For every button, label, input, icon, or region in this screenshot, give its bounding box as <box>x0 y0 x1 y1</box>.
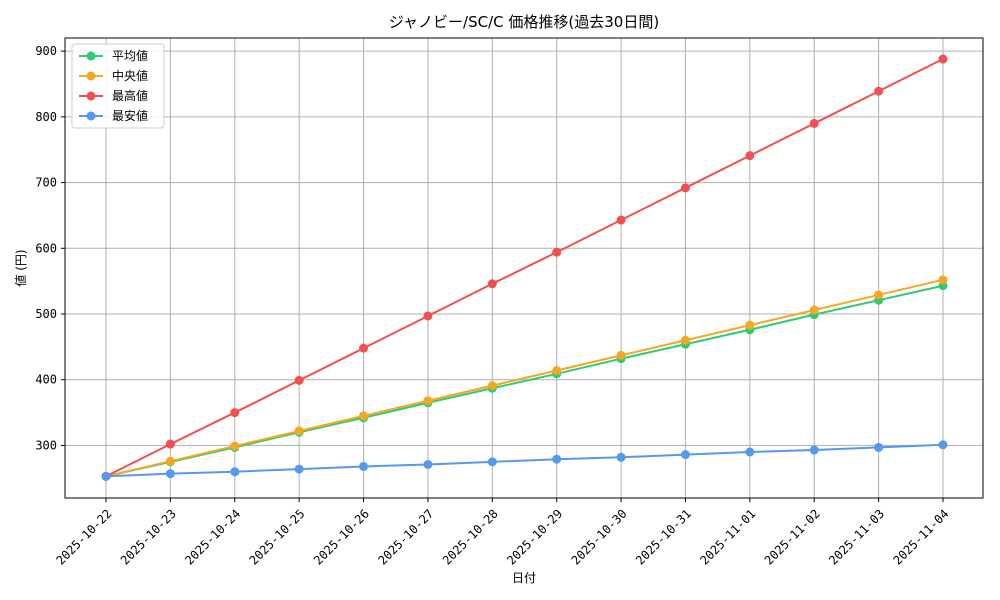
data-point <box>359 411 369 421</box>
x-tick-label: 2025-10-30 <box>569 507 630 568</box>
x-tick-label: 2025-10-26 <box>311 507 372 568</box>
data-point <box>294 426 304 436</box>
data-point <box>809 445 819 455</box>
data-point <box>294 375 304 385</box>
data-point <box>874 442 884 452</box>
y-tick-label: 400 <box>35 373 57 387</box>
legend-entry-2: 中央値 <box>79 68 148 83</box>
legend-label: 最高値 <box>112 88 148 103</box>
data-point <box>359 343 369 353</box>
data-point <box>616 452 626 462</box>
x-tick-label: 2025-11-01 <box>697 507 758 568</box>
data-point <box>680 450 690 460</box>
legend-box <box>71 43 165 129</box>
y-tick-label: 900 <box>35 44 57 58</box>
legend-marker <box>86 51 96 61</box>
legend-entry-3: 最高値 <box>79 88 148 103</box>
legend-label: 中央値 <box>112 68 148 83</box>
y-tick-label: 700 <box>35 176 57 190</box>
data-point <box>552 454 562 464</box>
series-lines <box>101 54 948 481</box>
data-point <box>165 469 175 479</box>
data-point <box>809 118 819 128</box>
y-tick-label: 800 <box>35 110 57 124</box>
data-point <box>230 408 240 418</box>
grid <box>65 38 983 498</box>
data-point <box>874 290 884 300</box>
x-tick-label: 2025-11-04 <box>890 507 951 568</box>
x-tick-label: 2025-10-24 <box>182 507 243 568</box>
y-tick-label: 300 <box>35 438 57 452</box>
legend-marker <box>86 71 96 81</box>
series-4 <box>101 440 948 481</box>
y-axis-title: 値 (円) <box>13 249 28 286</box>
y-tick-label: 500 <box>35 307 57 321</box>
data-point <box>745 320 755 330</box>
data-point <box>101 471 111 481</box>
chart-title: ジャノビー/SC/C 価格推移(過去30日間) <box>389 13 659 31</box>
data-point <box>938 440 948 450</box>
legend-marker <box>86 111 96 121</box>
data-point <box>809 305 819 315</box>
x-tick-label: 2025-11-03 <box>826 507 887 568</box>
data-point <box>745 151 755 161</box>
data-point <box>294 464 304 474</box>
x-tick-label: 2025-10-22 <box>53 507 114 568</box>
y-tick-label: 600 <box>35 241 57 255</box>
x-tick-label: 2025-10-27 <box>375 507 436 568</box>
data-point <box>552 247 562 257</box>
data-point <box>616 215 626 225</box>
data-point <box>938 275 948 285</box>
x-tick-label: 2025-10-25 <box>247 507 308 568</box>
data-point <box>165 439 175 449</box>
data-point <box>165 456 175 466</box>
legend-entry-1: 平均値 <box>79 48 148 63</box>
data-point <box>423 311 433 321</box>
data-point <box>359 461 369 471</box>
data-point <box>230 467 240 477</box>
x-axis: 2025-10-22 2025-10-23 2025-10-24 2025-10-25… <box>53 498 951 568</box>
data-point <box>552 366 562 376</box>
x-tick-label: 2025-10-28 <box>440 507 501 568</box>
legend-label: 最安値 <box>112 108 148 123</box>
legend-entry-4: 最安値 <box>79 108 148 123</box>
series-3 <box>101 54 948 481</box>
data-point <box>230 441 240 451</box>
data-point <box>938 54 948 64</box>
series-1 <box>101 281 948 481</box>
y-axis: 300 400 500 600 700 800 900 <box>35 44 65 452</box>
data-point <box>487 279 497 289</box>
x-tick-label: 2025-10-31 <box>633 507 694 568</box>
data-point <box>423 459 433 469</box>
x-axis-title: 日付 <box>512 571 536 585</box>
data-point <box>745 447 755 457</box>
data-point <box>487 381 497 391</box>
series-line <box>105 443 944 478</box>
series-line <box>105 58 944 478</box>
plot-frame <box>64 37 984 499</box>
data-point <box>680 183 690 193</box>
series-line <box>105 284 944 478</box>
legend-marker <box>86 91 96 101</box>
data-point <box>616 350 626 360</box>
series-line <box>105 278 944 478</box>
x-tick-label: 2025-10-29 <box>504 507 565 568</box>
x-tick-label: 2025-11-02 <box>762 507 823 568</box>
x-tick-label: 2025-10-23 <box>118 507 179 568</box>
data-point <box>874 86 884 96</box>
data-point <box>680 335 690 345</box>
data-point <box>487 457 497 467</box>
data-point <box>423 396 433 406</box>
legend-label: 平均値 <box>112 48 148 63</box>
